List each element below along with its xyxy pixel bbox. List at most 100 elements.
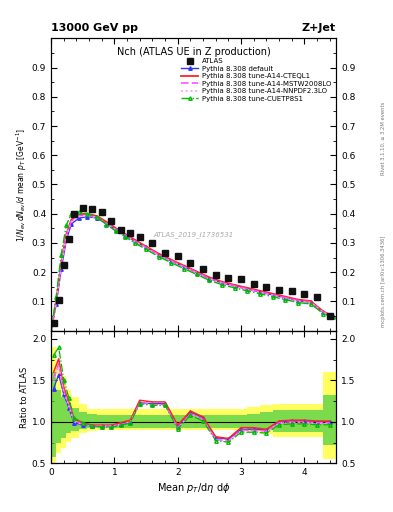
Pythia 8.308 tune-A14-CTEQL1 [169,257,174,263]
Pythia 8.308 tune-A14-NNPDF2.3LO [182,264,186,270]
Pythia 8.308 tune-A14-CTEQL1 [104,219,109,225]
ATLAS [175,253,180,259]
Y-axis label: Ratio to ATLAS: Ratio to ATLAS [20,366,29,428]
Pythia 8.308 tune-A14-CTEQL1 [245,285,250,291]
Pythia 8.308 tune-A14-NNPDF2.3LO [321,310,326,316]
Pythia 8.308 default [114,227,118,233]
Pythia 8.308 tune-A14-MSTW2008LO [245,286,250,292]
Pythia 8.308 tune-A14-CTEQL1 [77,211,81,218]
Pythia 8.308 tune-A14-NNPDF2.3LO [270,292,275,298]
Pythia 8.308 tune-A14-MSTW2008LO [156,251,161,258]
Pythia 8.308 tune-A14-MSTW2008LO [132,238,137,244]
Pythia 8.308 tune-A14-NNPDF2.3LO [114,227,118,233]
Pythia 8.308 tune-CUETP8S1 [95,214,99,220]
Pythia 8.308 tune-A14-CTEQL1 [64,231,69,237]
Pythia 8.308 tune-A14-NNPDF2.3LO [232,284,237,290]
Pythia 8.308 tune-A14-NNPDF2.3LO [104,221,109,227]
Text: Rivet 3.1.10, ≥ 3.2M events: Rivet 3.1.10, ≥ 3.2M events [381,101,386,175]
Pythia 8.308 default [144,244,149,250]
Pythia 8.308 default [123,232,128,239]
Pythia 8.308 tune-CUETP8S1 [220,282,224,288]
ATLAS [188,260,193,266]
Pythia 8.308 default [270,292,275,298]
Pythia 8.308 default [220,280,224,286]
Text: mcplots.cern.ch [arXiv:1306.3436]: mcplots.cern.ch [arXiv:1306.3436] [381,236,386,327]
Pythia 8.308 default [95,215,99,221]
Pythia 8.308 tune-CUETP8S1 [49,328,53,334]
Text: Nch (ATLAS UE in Z production): Nch (ATLAS UE in Z production) [117,47,270,57]
ATLAS [277,287,281,293]
Pythia 8.308 default [104,221,109,227]
Pythia 8.308 default [296,297,300,304]
Pythia 8.308 default [232,283,237,289]
Pythia 8.308 tune-A14-MSTW2008LO [59,262,64,268]
ATLAS [163,250,167,256]
Pythia 8.308 tune-A14-CTEQL1 [69,217,74,223]
ATLAS [99,209,104,216]
Pythia 8.308 tune-A14-MSTW2008LO [95,214,99,220]
ATLAS [201,266,206,272]
Pythia 8.308 tune-CUETP8S1 [195,271,199,278]
ATLAS [51,320,56,326]
Pythia 8.308 tune-CUETP8S1 [258,291,263,297]
Pythia 8.308 tune-CUETP8S1 [296,300,300,306]
ATLAS [315,294,320,300]
Pythia 8.308 default [309,299,313,305]
Pythia 8.308 default [258,289,263,295]
Pythia 8.308 tune-A14-MSTW2008LO [283,294,288,301]
Pythia 8.308 tune-A14-MSTW2008LO [85,212,90,218]
Text: ATLAS_2019_I1736531: ATLAS_2019_I1736531 [153,231,234,238]
Pythia 8.308 default [283,295,288,301]
Pythia 8.308 tune-A14-NNPDF2.3LO [95,215,99,221]
ATLAS [213,272,218,278]
Pythia 8.308 tune-A14-MSTW2008LO [64,232,69,239]
Pythia 8.308 tune-A14-NNPDF2.3LO [156,252,161,259]
ATLAS [264,284,269,290]
Pythia 8.308 tune-A14-MSTW2008LO [123,232,128,238]
Text: Z+Jet: Z+Jet [302,23,336,33]
Pythia 8.308 tune-A14-CTEQL1 [114,225,118,231]
Pythia 8.308 tune-CUETP8S1 [245,288,250,294]
Line: Pythia 8.308 tune-A14-MSTW2008LO: Pythia 8.308 tune-A14-MSTW2008LO [51,215,333,331]
Pythia 8.308 tune-A14-NNPDF2.3LO [59,263,64,269]
Pythia 8.308 tune-A14-CTEQL1 [232,282,237,288]
Pythia 8.308 tune-A14-CTEQL1 [59,260,64,266]
Pythia 8.308 tune-CUETP8S1 [232,285,237,291]
Pythia 8.308 tune-A14-CTEQL1 [207,274,212,281]
Pythia 8.308 tune-A14-CTEQL1 [258,288,263,294]
Pythia 8.308 tune-A14-CTEQL1 [123,231,128,237]
Pythia 8.308 tune-A14-CTEQL1 [220,279,224,285]
Pythia 8.308 tune-A14-MSTW2008LO [296,297,300,304]
Pythia 8.308 tune-A14-NNPDF2.3LO [77,214,81,220]
Pythia 8.308 default [64,237,69,243]
Pythia 8.308 tune-CUETP8S1 [104,221,109,227]
Pythia 8.308 tune-A14-CTEQL1 [54,298,59,305]
Pythia 8.308 tune-A14-CTEQL1 [182,263,186,269]
Pythia 8.308 default [85,214,90,220]
Pythia 8.308 tune-A14-MSTW2008LO [49,328,53,334]
Pythia 8.308 tune-A14-MSTW2008LO [77,212,81,219]
Pythia 8.308 tune-CUETP8S1 [156,253,161,260]
Pythia 8.308 tune-CUETP8S1 [123,234,128,240]
Text: 13000 GeV pp: 13000 GeV pp [51,23,138,33]
Pythia 8.308 tune-A14-MSTW2008LO [270,291,275,297]
Pythia 8.308 tune-CUETP8S1 [132,240,137,246]
Pythia 8.308 tune-CUETP8S1 [54,294,59,300]
Pythia 8.308 tune-A14-NNPDF2.3LO [283,295,288,302]
ATLAS [252,281,256,287]
Pythia 8.308 tune-A14-CTEQL1 [309,298,313,304]
Pythia 8.308 default [169,258,174,264]
Pythia 8.308 tune-A14-CTEQL1 [95,213,99,219]
Pythia 8.308 default [156,251,161,258]
Pythia 8.308 tune-CUETP8S1 [64,222,69,228]
Pythia 8.308 tune-A14-NNPDF2.3LO [54,300,59,306]
Pythia 8.308 tune-CUETP8S1 [114,228,118,234]
ATLAS [61,262,66,268]
Pythia 8.308 tune-A14-NNPDF2.3LO [123,233,128,239]
Pythia 8.308 tune-A14-MSTW2008LO [104,220,109,226]
Pythia 8.308 tune-A14-NNPDF2.3LO [144,245,149,251]
Pythia 8.308 tune-A14-MSTW2008LO [169,258,174,264]
Pythia 8.308 tune-A14-MSTW2008LO [195,269,199,275]
Pythia 8.308 tune-A14-MSTW2008LO [258,289,263,295]
Pythia 8.308 tune-A14-NNPDF2.3LO [296,298,300,305]
